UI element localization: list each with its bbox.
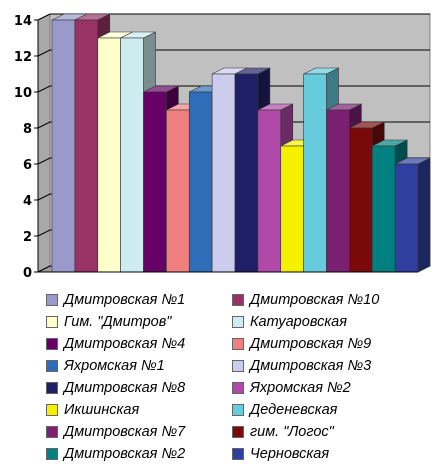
- y-tick-label: 0: [23, 266, 32, 281]
- bar: [97, 37, 121, 273]
- bar: [120, 37, 144, 273]
- legend-label: Деденевская: [250, 402, 338, 418]
- legend-label: Дмитровская №9: [250, 336, 372, 352]
- legend-label: Гим. "Дмитров": [64, 314, 172, 330]
- bar: [349, 127, 373, 273]
- chart-plot: 0 2 4 6 8 10 12 14: [14, 13, 431, 281]
- bar: [51, 19, 76, 273]
- legend-swatch: [46, 316, 58, 328]
- bar-side: [417, 157, 431, 273]
- legend-label: Икшинская: [64, 402, 140, 418]
- legend-item: Дмитровская №8: [46, 378, 232, 398]
- legend-item: Дмитровская №2: [46, 444, 232, 464]
- gridline: [37, 13, 430, 21]
- legend-item: Яхромская №2: [232, 378, 432, 398]
- legend-swatch: [46, 448, 58, 460]
- legend-item: Дмитровская №9: [232, 334, 432, 354]
- legend-swatch: [232, 448, 244, 460]
- legend-label: Дмитровская №10: [250, 292, 380, 308]
- legend-swatch: [46, 404, 58, 416]
- bar: [394, 163, 419, 273]
- y-tick-label: 6: [23, 158, 32, 173]
- legend-label: Яхромская №2: [250, 380, 351, 396]
- legend-swatch: [46, 426, 58, 438]
- legend-item: Дмитровская №10: [232, 290, 432, 310]
- legend-label: Черновская: [250, 446, 330, 462]
- bar: [257, 109, 282, 273]
- legend-label: Дмитровская №8: [64, 380, 186, 396]
- y-tick-label: 8: [23, 122, 32, 137]
- legend-swatch: [232, 338, 244, 350]
- legend: Дмитровская №1 Дмитровская №10 Гим. "Дмитр…: [46, 290, 442, 464]
- legend-swatch: [232, 316, 244, 328]
- legend-item: Черновская: [232, 444, 432, 464]
- bar: [211, 73, 236, 273]
- bar: [303, 73, 327, 273]
- legend-item: Яхромская №1: [46, 356, 232, 376]
- legend-swatch: [232, 382, 244, 394]
- legend-swatch: [46, 294, 58, 306]
- legend-item: Дмитровская №1: [46, 290, 232, 310]
- legend-swatch: [232, 404, 244, 416]
- legend-item: Дмитровская №7: [46, 422, 232, 442]
- gridline: [37, 49, 430, 57]
- legend-label: гим. "Логос": [250, 424, 334, 440]
- legend-swatch: [46, 382, 58, 394]
- legend-item: Икшинская: [46, 400, 232, 420]
- y-tick-label: 12: [14, 50, 32, 65]
- legend-item: Деденевская: [232, 400, 432, 420]
- legend-label: Дмитровская №4: [64, 336, 186, 352]
- bar: [234, 73, 259, 273]
- legend-label: Яхромская №1: [64, 358, 165, 374]
- legend-swatch: [46, 338, 58, 350]
- legend-label: Дмитровская №3: [250, 358, 372, 374]
- legend-label: Катуаровская: [250, 314, 347, 330]
- legend-swatch: [232, 360, 244, 372]
- bar: [74, 19, 99, 273]
- legend-swatch: [232, 294, 244, 306]
- legend-label: Дмитровская №1: [64, 292, 186, 308]
- bar: [280, 145, 304, 273]
- bar: [166, 109, 190, 273]
- legend-item: Гим. "Дмитров": [46, 312, 232, 332]
- legend-swatch: [46, 360, 58, 372]
- legend-item: Катуаровская: [232, 312, 432, 332]
- legend-label: Дмитровская №7: [64, 424, 186, 440]
- bar: [371, 145, 396, 273]
- bar: [143, 91, 167, 273]
- legend-item: гим. "Логос": [232, 422, 432, 442]
- bar: [326, 109, 350, 273]
- legend-label: Дмитровская №2: [64, 446, 186, 462]
- legend-item: Дмитровская №4: [46, 334, 232, 354]
- legend-item: Дмитровская №3: [232, 356, 432, 376]
- legend-swatch: [232, 426, 244, 438]
- y-tick-label: 2: [23, 230, 32, 245]
- y-tick-label: 14: [14, 14, 32, 29]
- bar: [188, 91, 213, 273]
- y-tick-label: 10: [14, 86, 32, 101]
- y-tick-label: 4: [23, 194, 32, 209]
